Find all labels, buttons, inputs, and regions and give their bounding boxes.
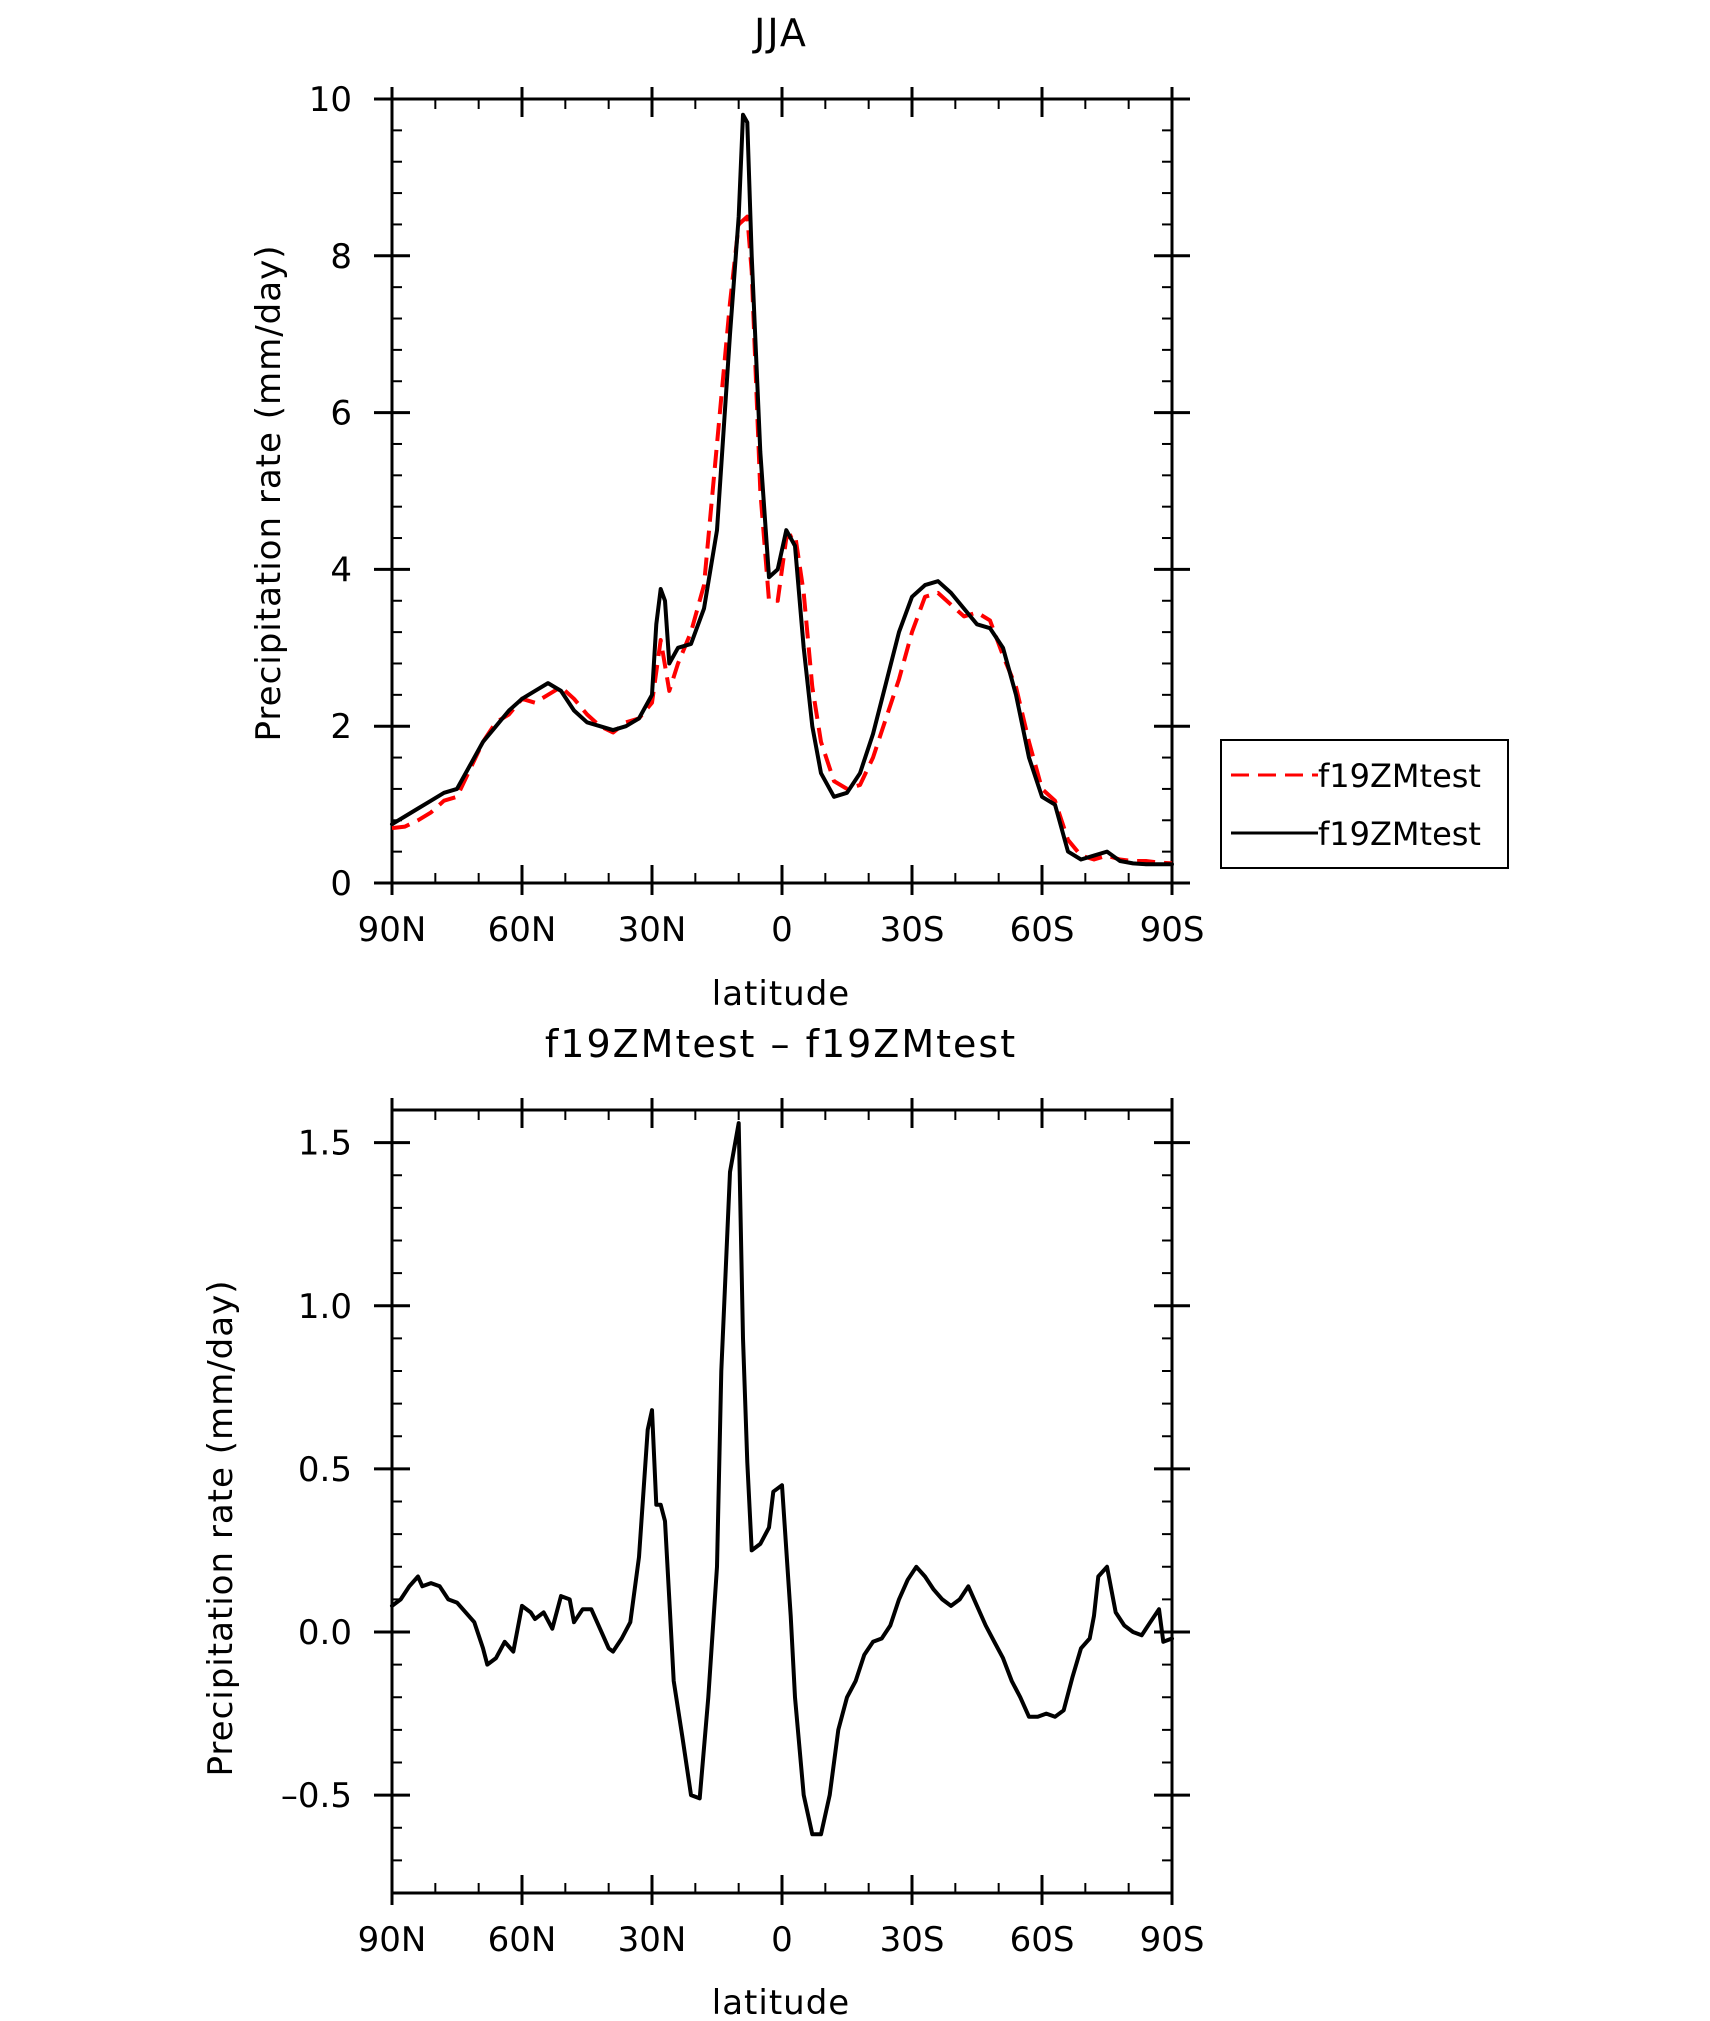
y-axis-label: Precipitation rate (mm/day) — [249, 245, 289, 742]
y-tick-label: 6 — [330, 394, 352, 434]
y-tick-label: 0 — [330, 864, 352, 904]
legend-label: f19ZMtest — [1318, 757, 1481, 795]
legend: f19ZMtest f19ZMtest — [1220, 739, 1509, 869]
x-tick-label: 30N — [618, 1920, 687, 1960]
x-tick-label: 0 — [771, 1920, 793, 1960]
y-tick-label: 10 — [309, 80, 352, 120]
legend-label: f19ZMtest — [1318, 815, 1481, 853]
x-tick-label: 60N — [488, 910, 557, 950]
series-line-solid — [390, 1121, 1174, 1837]
y-tick-label: 0.5 — [298, 1450, 352, 1490]
y-tick-label: 1.0 — [298, 1287, 352, 1327]
x-tick-label: 60N — [488, 1920, 557, 1960]
x-axis-label: latitude — [712, 974, 850, 1014]
y-tick-label: 1.5 — [298, 1124, 352, 1164]
x-tick-label: 60S — [1010, 1920, 1075, 1960]
x-tick-label: 90S — [1140, 1920, 1205, 1960]
x-tick-label: 30N — [618, 910, 687, 950]
x-tick-label: 90S — [1140, 910, 1205, 950]
chart-title: f19ZMtest – f19ZMtest — [545, 1022, 1017, 1066]
y-tick-label: –0.5 — [281, 1776, 352, 1816]
y-tick-label: 0.0 — [298, 1613, 352, 1653]
legend-box — [1220, 739, 1509, 869]
top-plot-area: 90N 60N 30N 0 30S 60S 90S 0 2 4 6 8 10 — [309, 80, 1205, 950]
x-tick-label: 90N — [358, 1920, 427, 1960]
bottom-plot-area: 90N 60N 30N 0 30S 60S 90S –0.5 0.0 0.5 1.0 1.5 — [281, 1098, 1205, 1960]
x-tick-label: 30S — [880, 1920, 945, 1960]
x-tick-label: 30S — [880, 910, 945, 950]
x-tick-label: 60S — [1010, 910, 1075, 950]
y-tick-label: 2 — [330, 707, 352, 747]
x-tick-label: 0 — [771, 910, 793, 950]
y-tick-label: 8 — [330, 237, 352, 277]
x-tick-label: 90N — [358, 910, 427, 950]
chart-title: JJA — [752, 11, 808, 55]
series-line-dashed — [391, 214, 1173, 866]
y-tick-label: 4 — [330, 550, 352, 590]
bottom-panel: f19ZMtest – f19ZMtest 90N 60N 30N 0 30S 60S 90… — [201, 1022, 1204, 2021]
series-line-solid — [390, 112, 1174, 867]
y-axis-label: Precipitation rate (mm/day) — [201, 1280, 241, 1777]
x-axis-label: latitude — [712, 1983, 850, 2021]
